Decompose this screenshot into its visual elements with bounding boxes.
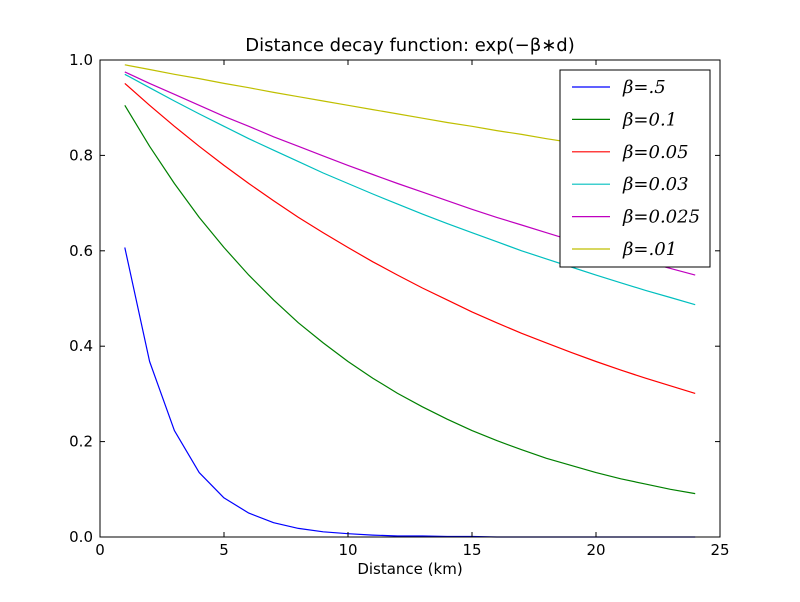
legend-label-3: β=0.03: [622, 174, 689, 195]
legend-label-0: β=.5: [622, 77, 666, 98]
legend-label-5: β=.01: [622, 239, 677, 260]
chart-title: Distance decay function: exp(−β∗d): [245, 35, 575, 56]
x-tick-label: 10: [338, 541, 357, 559]
series-line-2: [124, 82, 696, 394]
axis-ticks: 0 5 10 15 20 25 0.0 0.2 0.4 0.6 0.8 1.0: [69, 51, 729, 559]
legend-label-1: β=0.1: [622, 109, 677, 130]
y-tick-label: 1.0: [69, 51, 93, 69]
legend-box: [559, 69, 711, 268]
plot-frame: [99, 59, 721, 538]
x-axis-label: Distance (km): [357, 560, 462, 578]
x-tick-label: 25: [710, 541, 729, 559]
y-tick-label: 0.2: [69, 433, 93, 451]
legend-label-4: β=0.025: [622, 207, 700, 228]
series-line-1: [124, 104, 696, 495]
x-tick-label: 5: [219, 541, 229, 559]
x-tick-label: 20: [586, 541, 605, 559]
y-tick-label: 0.0: [69, 528, 93, 546]
x-tick-label: 15: [462, 541, 481, 559]
x-tick-label: 0: [95, 541, 105, 559]
y-tick-label: 0.8: [69, 146, 93, 164]
legend-label-2: β=0.05: [622, 142, 689, 163]
y-tick-label: 0.4: [69, 337, 93, 355]
legend: β=.5 β=0.1 β=0.05 β=0.03 β=0.025 β=.01: [559, 69, 711, 268]
series-line-3: [124, 73, 696, 306]
y-tick-label: 0.6: [69, 242, 93, 260]
